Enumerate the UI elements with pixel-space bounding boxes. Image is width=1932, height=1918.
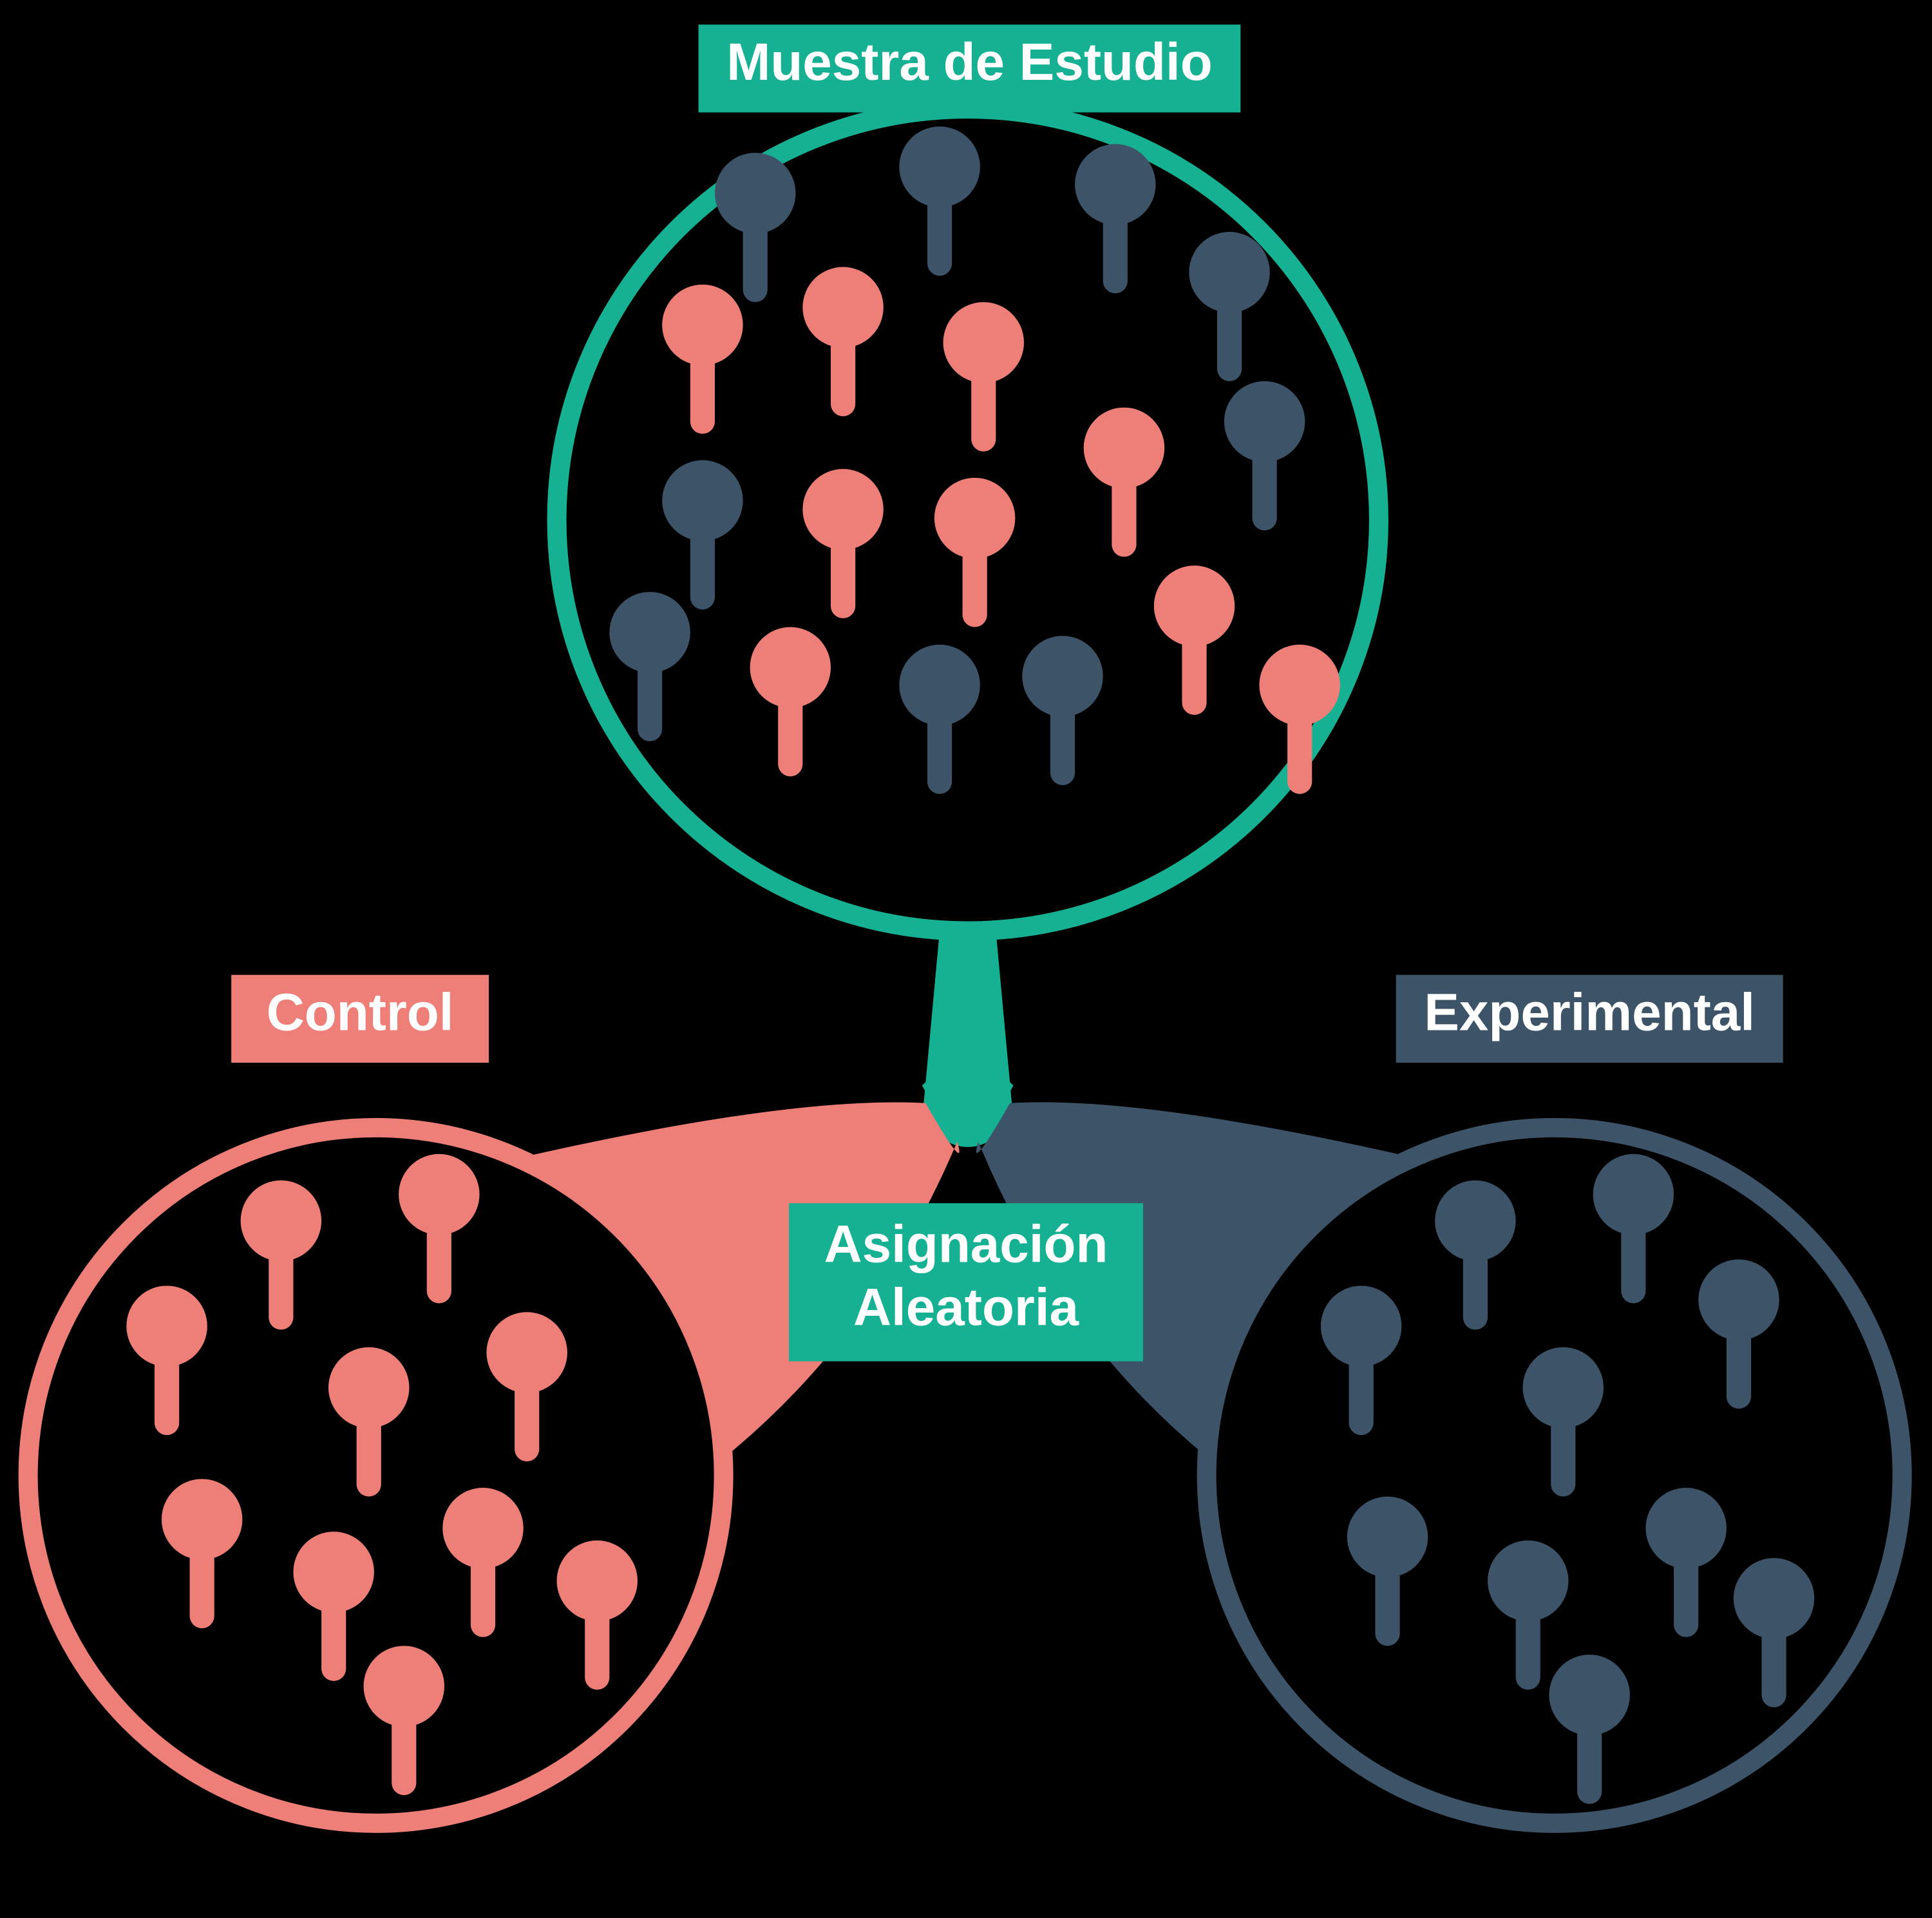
label-assignment: AsignaciónAleatoria bbox=[789, 1203, 1143, 1361]
label-control: Control bbox=[231, 975, 489, 1063]
label-assignment-text: Asignación bbox=[824, 1215, 1108, 1273]
label-sample: Muestra de Estudio bbox=[699, 24, 1241, 112]
label-control-text: Control bbox=[267, 983, 454, 1041]
diagram-root: Muestra de Estudio Control Experimental Asi… bbox=[0, 0, 1932, 1918]
svg-text:Aleatoria: Aleatoria bbox=[853, 1278, 1080, 1336]
label-sample-text: Muestra de Estudio bbox=[726, 33, 1212, 91]
label-experimental-text: Experimental bbox=[1424, 983, 1755, 1041]
label-experimental: Experimental bbox=[1396, 975, 1783, 1063]
